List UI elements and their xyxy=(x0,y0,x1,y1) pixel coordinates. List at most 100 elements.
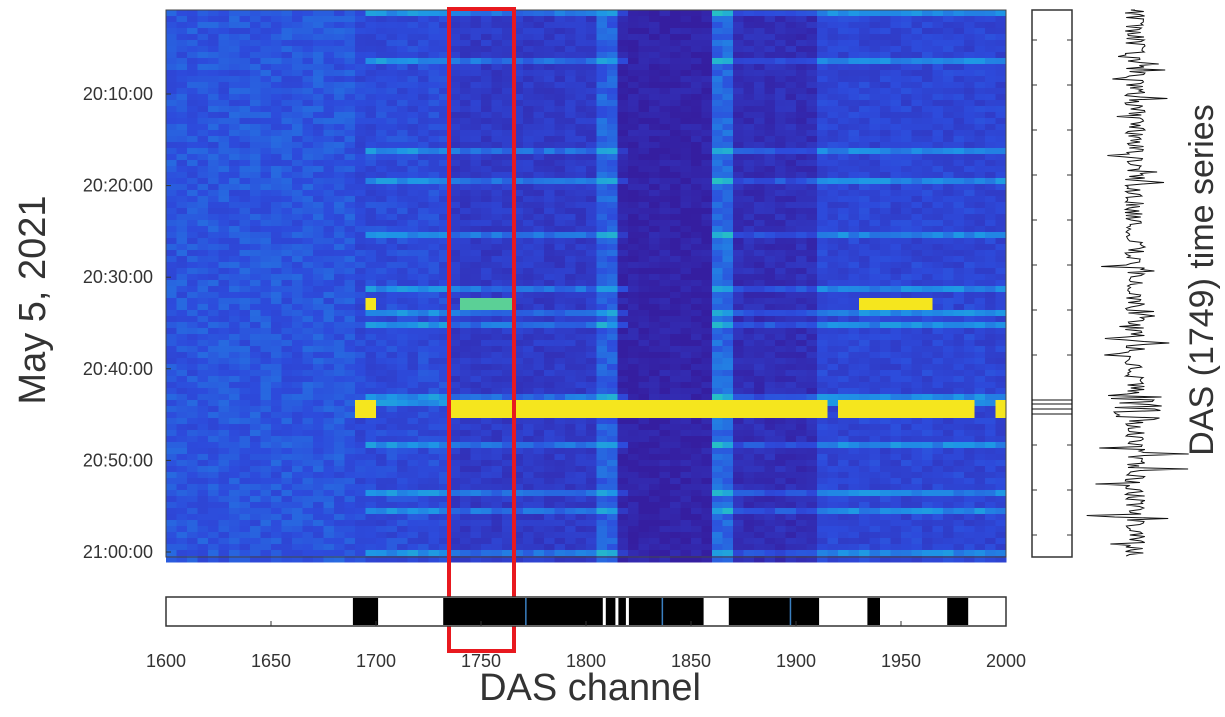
heatmap-cell xyxy=(838,82,849,89)
heatmap-cell xyxy=(376,88,387,95)
heatmap-cell xyxy=(429,292,440,299)
heatmap-cell xyxy=(387,16,398,23)
heatmap-cell xyxy=(271,364,282,371)
heatmap-cell xyxy=(292,334,303,341)
heatmap-cell xyxy=(775,286,786,293)
heatmap-cell xyxy=(649,64,660,71)
heatmap-cell xyxy=(586,352,597,359)
heatmap-cell xyxy=(555,310,566,317)
heatmap-cell xyxy=(744,166,755,173)
heatmap-cell xyxy=(597,310,608,317)
heatmap-cell xyxy=(271,202,282,209)
heatmap-cell xyxy=(817,190,828,197)
heatmap-cell xyxy=(817,82,828,89)
heatmap-cell xyxy=(166,76,177,83)
heatmap-cell xyxy=(891,28,902,35)
heatmap-cell xyxy=(838,154,849,161)
heatmap-cell xyxy=(229,82,240,89)
heatmap-cell xyxy=(859,100,870,107)
heatmap-cell xyxy=(292,166,303,173)
heatmap-cell xyxy=(387,334,398,341)
heatmap-cell xyxy=(502,214,513,221)
heatmap-cell xyxy=(334,106,345,113)
heatmap-cell xyxy=(607,340,618,347)
heatmap-cell xyxy=(450,160,461,167)
heatmap-cell xyxy=(166,334,177,341)
heatmap-cell xyxy=(670,292,681,299)
heatmap-cell xyxy=(996,334,1007,341)
heatmap-cell xyxy=(723,214,734,221)
heatmap-cell xyxy=(418,64,429,71)
heatmap-cell xyxy=(261,70,272,77)
heatmap-cell xyxy=(933,310,944,317)
heatmap-cell xyxy=(691,112,702,119)
heatmap-cell xyxy=(492,142,503,149)
heatmap-cell xyxy=(292,64,303,71)
heatmap-cell xyxy=(691,142,702,149)
heatmap-cell xyxy=(313,352,324,359)
heatmap-cell xyxy=(891,352,902,359)
heatmap-cell xyxy=(933,88,944,95)
heatmap-cell xyxy=(775,130,786,137)
heatmap-cell xyxy=(765,124,776,131)
heatmap-cell xyxy=(838,292,849,299)
heatmap-cell xyxy=(922,88,933,95)
heatmap-cell xyxy=(177,214,188,221)
heatmap-cell xyxy=(208,22,219,29)
heatmap-cell xyxy=(282,316,293,323)
heatmap-cell xyxy=(975,88,986,95)
heatmap-cell xyxy=(681,124,692,131)
heatmap-cell xyxy=(828,274,839,281)
heatmap-cell xyxy=(240,304,251,311)
heatmap-cell xyxy=(744,94,755,101)
heatmap-cell xyxy=(880,340,891,347)
heatmap-cell xyxy=(261,136,272,143)
heatmap-cell xyxy=(502,166,513,173)
heatmap-cell xyxy=(366,28,377,35)
heatmap-cell xyxy=(922,304,933,311)
heatmap-cell xyxy=(240,382,251,389)
heatmap-cell xyxy=(187,316,198,323)
heatmap-cell xyxy=(250,316,261,323)
heatmap-cell xyxy=(639,280,650,287)
heatmap-cell xyxy=(282,382,293,389)
heatmap-cell xyxy=(219,250,230,257)
heatmap-cell xyxy=(303,292,314,299)
heatmap-cell xyxy=(912,190,923,197)
heatmap-cell xyxy=(828,106,839,113)
heatmap-cell xyxy=(786,340,797,347)
heatmap-cell xyxy=(177,376,188,383)
heatmap-cell xyxy=(901,328,912,335)
heatmap-cell xyxy=(523,358,534,365)
heatmap-cell xyxy=(754,316,765,323)
heatmap-cell xyxy=(303,280,314,287)
heatmap-cell xyxy=(628,280,639,287)
heatmap-cell xyxy=(691,328,702,335)
heatmap-cell xyxy=(628,232,639,239)
heatmap-cell xyxy=(891,256,902,263)
heatmap-cell xyxy=(880,352,891,359)
heatmap-cell xyxy=(954,76,965,83)
heatmap-cell xyxy=(166,286,177,293)
heatmap-cell xyxy=(807,52,818,59)
heatmap-cell xyxy=(901,118,912,125)
heatmap-cell xyxy=(376,238,387,245)
heatmap-cell xyxy=(450,154,461,161)
heatmap-cell xyxy=(345,82,356,89)
heatmap-cell xyxy=(996,202,1007,209)
heatmap-cell xyxy=(922,82,933,89)
heatmap-cell xyxy=(660,52,671,59)
heatmap-cell xyxy=(691,238,702,245)
heatmap-cell xyxy=(219,166,230,173)
heatmap-cell xyxy=(817,34,828,41)
heatmap-cell xyxy=(754,172,765,179)
heatmap-cell xyxy=(292,106,303,113)
heatmap-cell xyxy=(240,190,251,197)
heatmap-cell xyxy=(250,142,261,149)
heatmap-cell xyxy=(901,184,912,191)
heatmap-cell xyxy=(282,154,293,161)
heatmap-cell xyxy=(292,28,303,35)
heatmap-cell xyxy=(240,196,251,203)
heatmap-cell xyxy=(754,28,765,35)
heatmap-cell xyxy=(607,376,618,383)
